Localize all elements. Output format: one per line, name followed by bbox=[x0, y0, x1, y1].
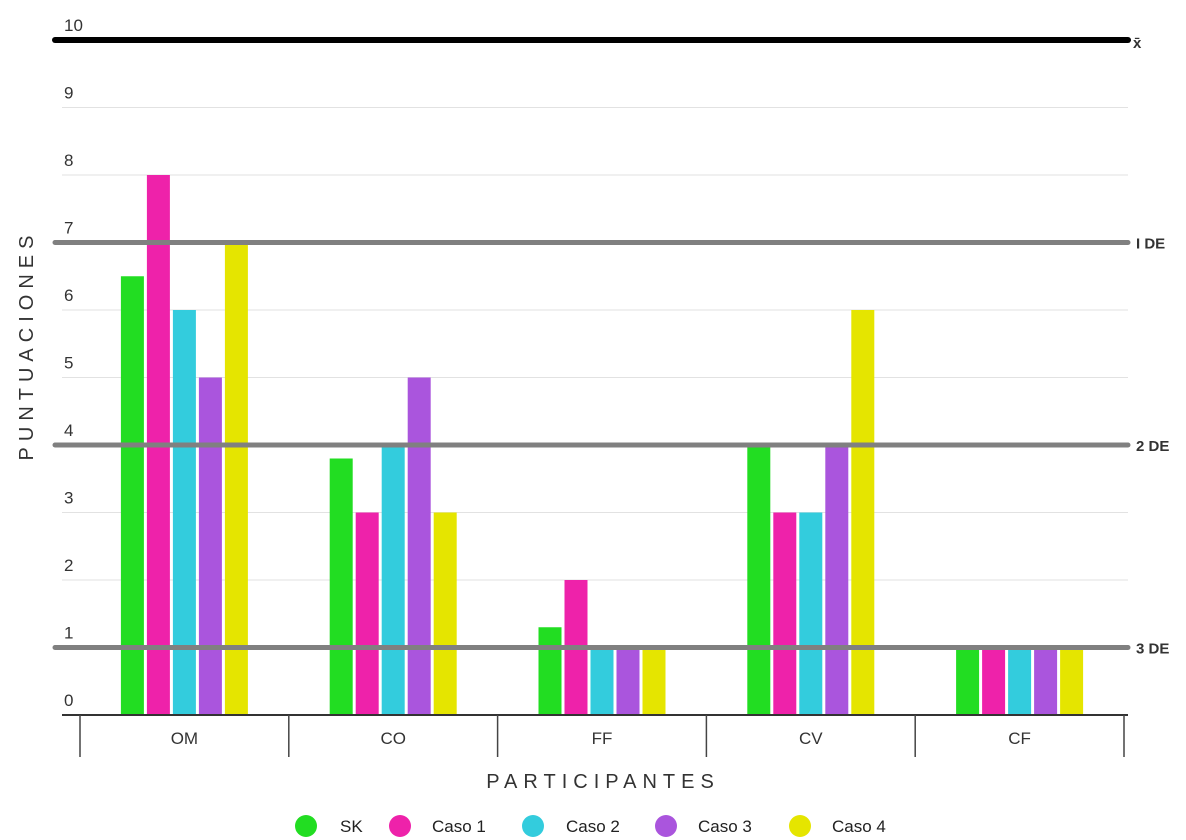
x-axis-title: PARTICIPANTES bbox=[486, 771, 720, 793]
bar bbox=[538, 627, 562, 715]
legend-label: Caso 4 bbox=[832, 817, 886, 836]
bar bbox=[590, 647, 614, 715]
bar bbox=[407, 377, 431, 715]
x-axis: OM CO FF CV CF bbox=[62, 714, 1128, 757]
legend: SK Caso 1 Caso 2 Caso 3 Caso 4 bbox=[295, 815, 886, 837]
bar bbox=[355, 512, 379, 715]
y-tick-label: 5 bbox=[64, 354, 73, 373]
bar bbox=[172, 310, 196, 715]
legend-swatch bbox=[389, 815, 411, 837]
reference-label: 3 DE bbox=[1136, 641, 1169, 658]
y-tick-label: 10 bbox=[64, 16, 83, 35]
y-axis-ticks: 0 1 2 3 4 5 6 7 8 9 10 bbox=[64, 16, 83, 710]
legend-swatch bbox=[295, 815, 317, 837]
legend-swatch bbox=[522, 815, 544, 837]
legend-label: Caso 2 bbox=[566, 817, 620, 836]
legend-label: Caso 3 bbox=[698, 817, 752, 836]
y-tick-label: 6 bbox=[64, 286, 73, 305]
bar bbox=[1060, 647, 1084, 715]
x-tick-label: CV bbox=[799, 729, 823, 748]
y-tick-label: 4 bbox=[64, 421, 73, 440]
bar bbox=[433, 512, 457, 715]
bar bbox=[329, 458, 353, 715]
bar bbox=[773, 512, 797, 715]
bar bbox=[799, 512, 823, 715]
y-tick-label: 7 bbox=[64, 219, 73, 238]
legend-label: Caso 1 bbox=[432, 817, 486, 836]
x-tick-label: OM bbox=[171, 729, 198, 748]
bar bbox=[956, 647, 980, 715]
reference-label: x̄ bbox=[1133, 35, 1142, 52]
bar bbox=[851, 310, 875, 715]
reference-lines: x̄ I DE 2 DE 3 DE bbox=[52, 35, 1169, 658]
x-tick-label: FF bbox=[592, 729, 613, 748]
y-axis-title: PUNTUACIONES bbox=[16, 230, 38, 461]
legend-label: SK bbox=[340, 817, 363, 836]
legend-swatch bbox=[655, 815, 677, 837]
y-tick-label: 2 bbox=[64, 556, 73, 575]
bar bbox=[825, 445, 849, 715]
bar bbox=[224, 242, 248, 715]
bar bbox=[381, 445, 405, 715]
x-tick-label: CF bbox=[1008, 729, 1031, 748]
y-tick-label: 1 bbox=[64, 624, 73, 643]
bar bbox=[616, 647, 640, 715]
bar bbox=[120, 276, 144, 715]
reference-label: I DE bbox=[1136, 236, 1165, 253]
bar bbox=[747, 445, 771, 715]
bar bbox=[1008, 647, 1032, 715]
y-tick-label: 9 bbox=[64, 84, 73, 103]
y-tick-label: 3 bbox=[64, 489, 73, 508]
bar bbox=[642, 647, 666, 715]
bar bbox=[982, 647, 1006, 715]
x-tick-label: CO bbox=[380, 729, 406, 748]
y-tick-label: 0 bbox=[64, 691, 73, 710]
bar bbox=[1034, 647, 1058, 715]
y-tick-label: 8 bbox=[64, 151, 73, 170]
bar bbox=[198, 377, 222, 715]
reference-label: 2 DE bbox=[1136, 438, 1169, 455]
legend-swatch bbox=[789, 815, 811, 837]
